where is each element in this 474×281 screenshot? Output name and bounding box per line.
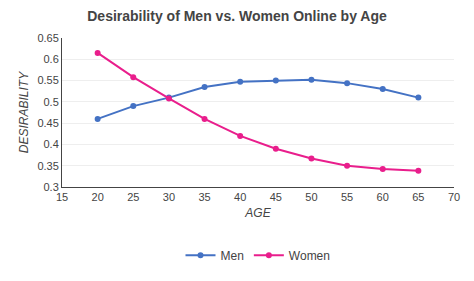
- svg-text:Men: Men: [221, 249, 244, 263]
- svg-text:25: 25: [127, 191, 139, 203]
- svg-text:AGE: AGE: [244, 206, 271, 220]
- svg-text:60: 60: [377, 191, 389, 203]
- svg-text:Women: Women: [289, 249, 330, 263]
- svg-text:0.45: 0.45: [37, 117, 58, 129]
- svg-text:45: 45: [270, 191, 282, 203]
- svg-text:0.3: 0.3: [44, 181, 59, 193]
- svg-text:0.6: 0.6: [44, 53, 59, 65]
- svg-text:15: 15: [56, 191, 68, 203]
- svg-text:DESIRABILITY: DESIRABILITY: [17, 71, 31, 153]
- svg-text:30: 30: [163, 191, 175, 203]
- svg-text:35: 35: [198, 191, 210, 203]
- svg-text:50: 50: [305, 191, 317, 203]
- svg-text:20: 20: [92, 191, 104, 203]
- svg-text:40: 40: [234, 191, 246, 203]
- svg-text:0.5: 0.5: [44, 96, 59, 108]
- svg-text:0.55: 0.55: [37, 74, 58, 86]
- svg-text:65: 65: [412, 191, 424, 203]
- svg-text:0.4: 0.4: [44, 138, 59, 150]
- svg-text:Desirability of Men vs. Women: Desirability of Men vs. Women Online by …: [87, 8, 387, 24]
- svg-text:0.35: 0.35: [37, 160, 58, 172]
- svg-text:55: 55: [341, 191, 353, 203]
- svg-text:0.65: 0.65: [37, 32, 58, 44]
- svg-text:70: 70: [448, 191, 460, 203]
